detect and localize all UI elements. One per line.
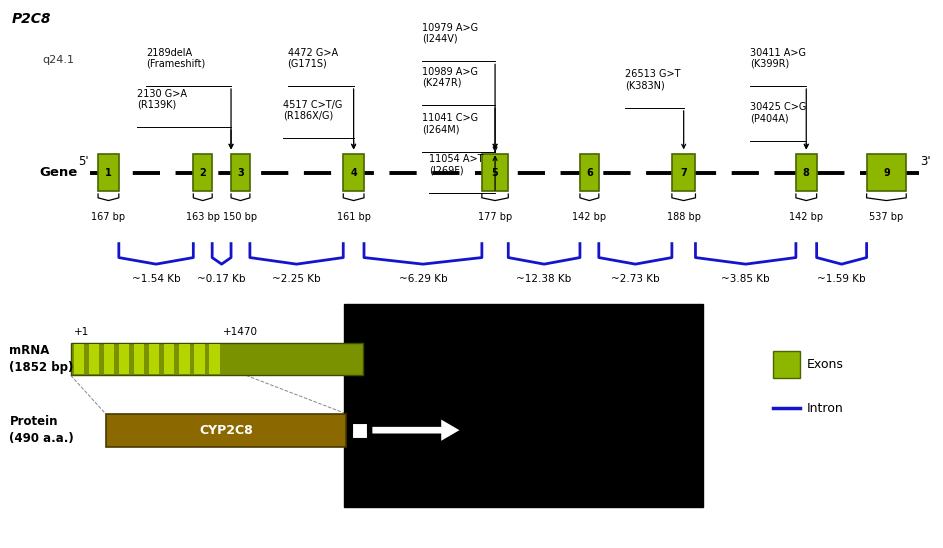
Bar	[209, 344, 220, 374]
Text: P2C8: P2C8	[11, 12, 51, 26]
Text: 9: 9	[883, 168, 890, 178]
Text: 1: 1	[105, 168, 112, 178]
Text: (G171S): (G171S)	[288, 59, 327, 68]
Text: ~3.85 Kb: ~3.85 Kb	[721, 274, 770, 284]
Text: 142 bp: 142 bp	[789, 212, 823, 222]
Bar	[71, 342, 363, 375]
Text: 161 bp: 161 bp	[337, 212, 371, 222]
Text: 10989 A>G: 10989 A>G	[422, 67, 478, 77]
Text: 4517 C>T/G: 4517 C>T/G	[283, 100, 342, 110]
Text: Gene: Gene	[40, 166, 78, 179]
Text: 3': 3'	[920, 155, 931, 168]
Text: 2130 G>A: 2130 G>A	[137, 89, 187, 99]
Text: 2: 2	[199, 168, 207, 178]
Text: ~1.54 Kb: ~1.54 Kb	[132, 274, 180, 284]
Text: (K399R): (K399R)	[750, 59, 789, 68]
Bar	[104, 344, 114, 374]
Bar	[89, 344, 99, 374]
Text: ~0.17 Kb: ~0.17 Kb	[197, 274, 246, 284]
Text: 142 bp: 142 bp	[572, 212, 606, 222]
Text: (R139K): (R139K)	[137, 100, 176, 110]
Text: ~2.25 Kb: ~2.25 Kb	[273, 274, 321, 284]
Text: 188 bp: 188 bp	[667, 212, 701, 222]
Text: 6: 6	[586, 168, 593, 178]
Text: 163 bp: 163 bp	[186, 212, 220, 222]
Text: ~2.73 Kb: ~2.73 Kb	[611, 274, 660, 284]
Bar	[119, 344, 129, 374]
Bar	[672, 154, 696, 191]
Text: 4: 4	[350, 168, 357, 178]
Text: (I269F): (I269F)	[429, 165, 464, 175]
Text: +1470: +1470	[223, 327, 257, 337]
Text: 8: 8	[802, 168, 810, 178]
Text: (R186X/G): (R186X/G)	[283, 111, 333, 121]
Text: Protein
(490 a.a.): Protein (490 a.a.)	[9, 415, 74, 445]
Text: 11054 A>T: 11054 A>T	[429, 155, 484, 164]
Bar	[344, 304, 703, 507]
Bar	[796, 154, 817, 191]
Bar	[193, 154, 212, 191]
Text: (K247R): (K247R)	[422, 78, 462, 88]
Text: 7: 7	[680, 168, 687, 178]
Text: Intron: Intron	[807, 402, 844, 415]
Text: CYP2C8: CYP2C8	[199, 424, 253, 437]
Text: 150 bp: 150 bp	[223, 212, 257, 222]
Bar	[482, 154, 508, 191]
Bar	[580, 154, 599, 191]
Text: 167 bp: 167 bp	[91, 212, 125, 222]
Text: 177 bp: 177 bp	[478, 212, 512, 222]
Text: 5': 5'	[78, 155, 89, 168]
Bar	[867, 154, 906, 191]
FancyArrow shape	[372, 418, 461, 442]
Text: mRNA
(1852 bp): mRNA (1852 bp)	[9, 344, 74, 374]
Bar	[164, 344, 174, 374]
Bar	[149, 344, 159, 374]
Text: 30411 A>G: 30411 A>G	[750, 48, 805, 58]
Bar	[106, 414, 346, 447]
Bar	[194, 344, 205, 374]
Text: 26513 G>T: 26513 G>T	[625, 70, 681, 79]
Text: 3: 3	[237, 168, 244, 178]
Bar	[98, 154, 119, 191]
Bar	[134, 344, 144, 374]
Text: 4472 G>A: 4472 G>A	[288, 48, 338, 58]
Bar	[179, 344, 190, 374]
Text: +1: +1	[74, 327, 89, 337]
Text: 10979 A>G: 10979 A>G	[422, 23, 479, 33]
Text: (I264M): (I264M)	[422, 124, 460, 134]
Text: (Frameshift): (Frameshift)	[146, 59, 206, 68]
Text: ~12.38 Kb: ~12.38 Kb	[517, 274, 571, 284]
Bar	[352, 423, 367, 438]
Bar	[343, 154, 364, 191]
Text: 5: 5	[491, 168, 499, 178]
Text: (K383N): (K383N)	[625, 81, 665, 90]
Text: 537 bp: 537 bp	[869, 212, 903, 222]
Text: ~1.59 Kb: ~1.59 Kb	[818, 274, 866, 284]
Text: (I244V): (I244V)	[422, 34, 458, 44]
Bar	[773, 351, 800, 378]
Bar	[231, 154, 250, 191]
Text: ~6.29 Kb: ~6.29 Kb	[399, 274, 447, 284]
Text: q24.1: q24.1	[42, 55, 74, 65]
Text: 2189delA: 2189delA	[146, 48, 192, 58]
Text: (P404A): (P404A)	[750, 113, 788, 123]
Text: Exons: Exons	[807, 358, 844, 371]
Bar	[74, 344, 84, 374]
Text: 11041 C>G: 11041 C>G	[422, 113, 479, 123]
Text: 30425 C>G: 30425 C>G	[750, 102, 806, 112]
